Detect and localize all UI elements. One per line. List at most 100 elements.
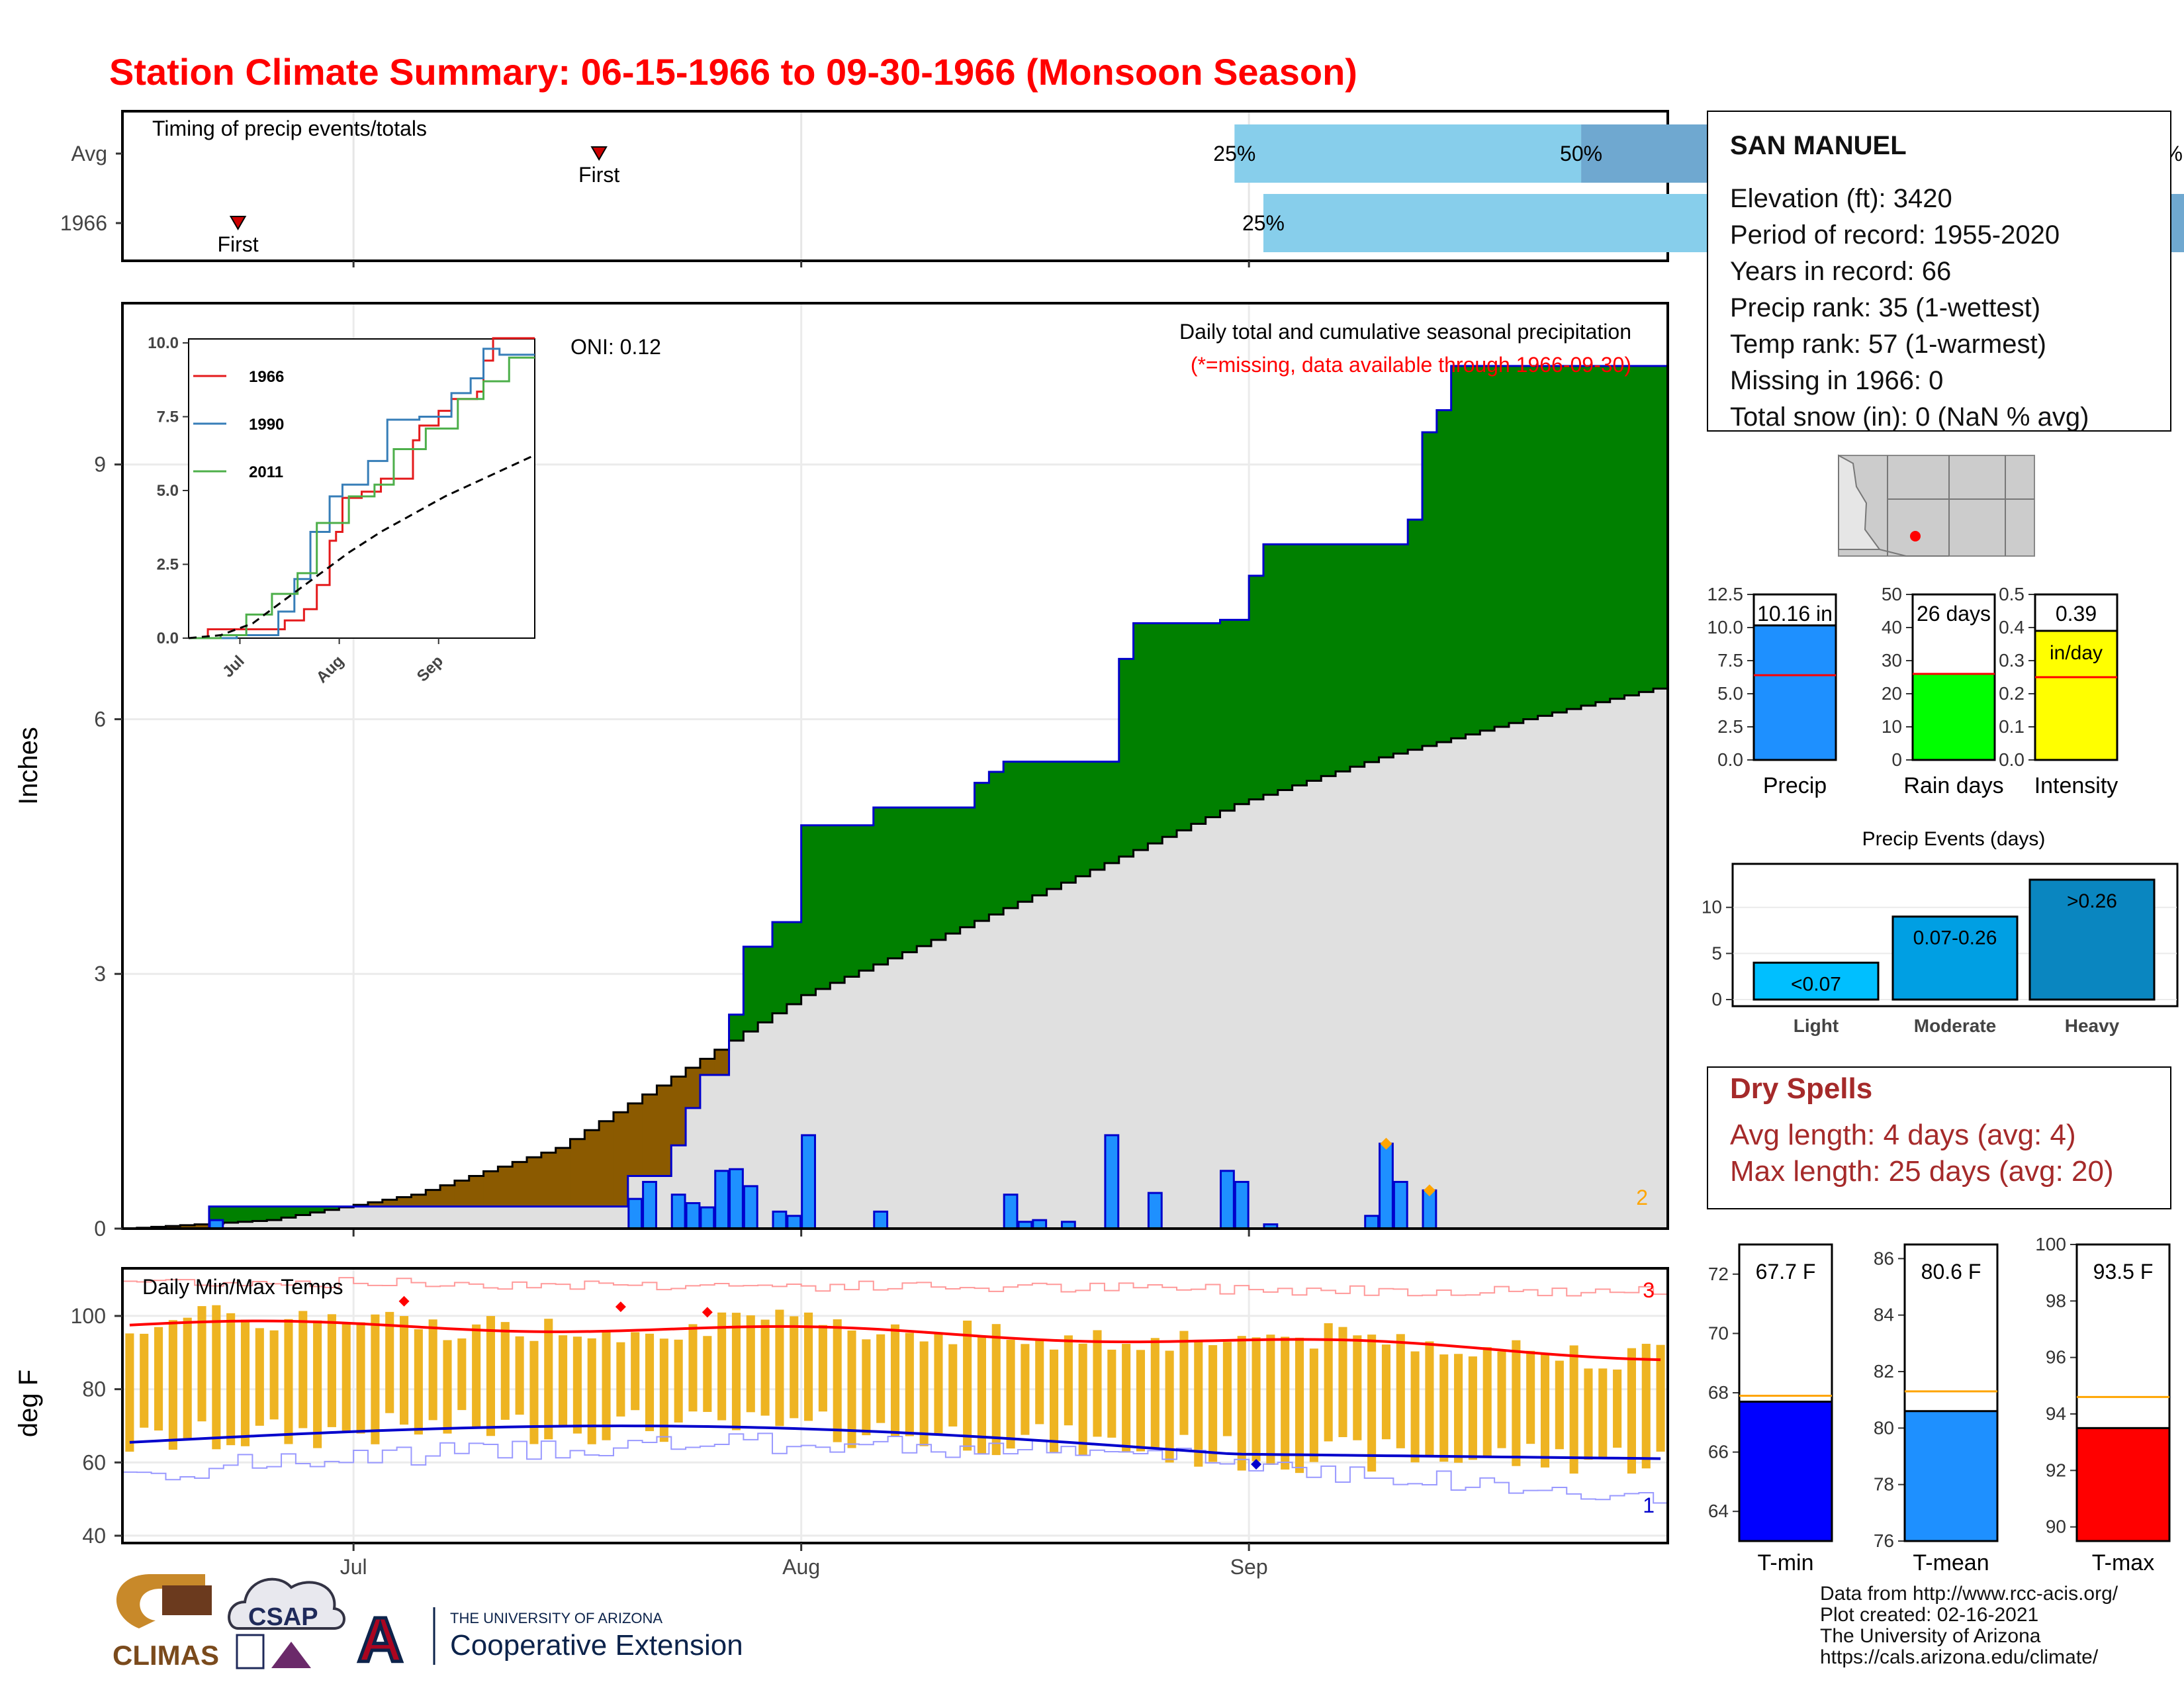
ua-block-a: A bbox=[357, 1605, 403, 1675]
temp-summary-value-label: 80.6 F bbox=[1921, 1260, 1981, 1284]
daily-precip-bar bbox=[1379, 1143, 1394, 1230]
credit-plot-date: Plot created: 02-16-2021 bbox=[1820, 1604, 2039, 1626]
temp-title: Daily Min/Max Temps bbox=[142, 1275, 343, 1299]
precip-diff-segment bbox=[1349, 544, 1365, 767]
summary-bar bbox=[1752, 624, 1837, 761]
precip-diff-segment bbox=[498, 1166, 513, 1207]
daily-temp-range-bar bbox=[1150, 1338, 1160, 1448]
daily-temp-range-bar bbox=[1165, 1350, 1174, 1463]
summary-ytick-label: 5.0 bbox=[1717, 683, 1743, 704]
precip-diff-segment bbox=[729, 1014, 744, 1041]
inset-legend-label-0: 1966 bbox=[249, 368, 284, 386]
precip-diff-segment bbox=[426, 1190, 441, 1207]
timing-q50-label-0: 50% bbox=[1560, 142, 1602, 165]
precip-diff-segment bbox=[743, 947, 758, 1032]
timing-first-label-1: First bbox=[217, 232, 258, 256]
precip-diff-segment bbox=[1653, 365, 1668, 689]
precip-diff-segment bbox=[1046, 761, 1062, 889]
precip-diff-segment bbox=[1306, 544, 1322, 781]
daily-temp-range-bar bbox=[631, 1332, 640, 1411]
daily-temp-range-bar bbox=[1021, 1344, 1030, 1435]
daily-temp-range-bar bbox=[385, 1311, 394, 1413]
precip-diff-segment bbox=[1639, 365, 1654, 692]
extreme-precip-marker bbox=[1423, 1184, 1435, 1197]
daily-temp-range-bar bbox=[1006, 1339, 1015, 1449]
daily-temp-range-bar bbox=[775, 1309, 784, 1427]
precip-diff-segment bbox=[1148, 623, 1163, 844]
avg-max-line bbox=[129, 1319, 1661, 1362]
cumulative-1966-line bbox=[122, 365, 1668, 1230]
daily-temp-range-bar bbox=[1497, 1351, 1506, 1448]
intensity-unit-label: in/day bbox=[2050, 642, 2103, 664]
daily-temp-range-bar bbox=[183, 1317, 192, 1440]
precip-diff-segment bbox=[714, 1049, 730, 1075]
station-period: Period of record: 1955-2020 bbox=[1730, 220, 2060, 250]
daily-temp-range-bar bbox=[717, 1312, 727, 1421]
precip-diff-segment bbox=[310, 1206, 326, 1213]
csap-logo: CSAP bbox=[228, 1577, 345, 1669]
daily-temp-range-bar bbox=[1381, 1344, 1391, 1440]
daily-temp-range-bar bbox=[1439, 1354, 1449, 1462]
daily-temp-range-bar bbox=[1136, 1350, 1146, 1452]
events-title: Precip Events (days) bbox=[1862, 828, 2046, 850]
map-california bbox=[1838, 454, 1881, 550]
daily-temp-range-bar bbox=[240, 1319, 250, 1446]
precip-diff-segment bbox=[1595, 365, 1611, 702]
precip-diff-segment bbox=[1220, 620, 1235, 811]
inset-ytick-label-0: 0.0 bbox=[157, 630, 179, 647]
precip-diff-segment bbox=[686, 1067, 701, 1108]
events-ytick-label: 0 bbox=[1711, 989, 1722, 1009]
daily-temp-range-bar bbox=[746, 1315, 755, 1413]
daily-temp-range-bar bbox=[1353, 1335, 1362, 1440]
precip-diff-segment bbox=[974, 782, 989, 921]
daily-temp-range-bar bbox=[212, 1305, 221, 1450]
daily-temp-range-bar bbox=[905, 1333, 914, 1436]
date-xtick-label-0: Jul bbox=[340, 1555, 367, 1579]
daily-precip-bar bbox=[1147, 1192, 1163, 1230]
precip-diff-segment bbox=[267, 1206, 282, 1221]
daily-temp-range-bar bbox=[515, 1336, 524, 1415]
temp-summary-ytick-label: 98 bbox=[2046, 1290, 2066, 1311]
daily-temp-range-bar bbox=[500, 1322, 510, 1420]
precip-diff-segment bbox=[180, 1225, 195, 1229]
daily-temp-range-bar bbox=[1093, 1330, 1102, 1437]
precip-diff-segment bbox=[613, 1112, 629, 1207]
precip-diff-segment bbox=[1451, 365, 1467, 739]
precip-diff-segment bbox=[1393, 544, 1408, 754]
summary-ytick-label: 30 bbox=[1882, 650, 1902, 671]
record-max-line bbox=[122, 1277, 1668, 1297]
daily-precip-bar bbox=[729, 1168, 744, 1230]
daily-precip-bar bbox=[700, 1206, 715, 1230]
temp-summary-ytick-label: 80 bbox=[1874, 1417, 1894, 1438]
daily-temp-range-bar bbox=[544, 1319, 553, 1440]
precip-diff-segment bbox=[786, 921, 802, 1005]
events-category-label: Heavy bbox=[2065, 1015, 2120, 1036]
daily-temp-range-bar bbox=[790, 1316, 799, 1419]
daily-temp-range-bar bbox=[1281, 1336, 1290, 1470]
record-high-marker bbox=[398, 1295, 410, 1307]
daily-temp-range-bar bbox=[399, 1316, 409, 1425]
oni-label: ONI: 0.12 bbox=[570, 335, 661, 359]
dry-spells-max: Max length: 25 days (avg: 20) bbox=[1730, 1155, 2114, 1188]
timing-row-label-0: Avg bbox=[71, 142, 107, 165]
temp-summary-bar bbox=[2075, 1427, 2171, 1542]
inset-series-line-0 bbox=[189, 337, 535, 639]
precip-diff-segment bbox=[931, 807, 946, 940]
daily-temp-range-bar bbox=[472, 1324, 481, 1429]
precip-diff-segment bbox=[252, 1206, 267, 1221]
inset-ytick-label-4: 10.0 bbox=[148, 334, 179, 352]
precip-ytick-label-1: 3 bbox=[94, 962, 106, 986]
precip-diff-segment bbox=[1133, 623, 1148, 851]
precip-diff-segment bbox=[815, 825, 831, 990]
daily-temp-range-bar bbox=[876, 1334, 886, 1423]
temp-max-count: 3 bbox=[1643, 1278, 1655, 1302]
temp-summary-ytick-label: 68 bbox=[1708, 1382, 1729, 1403]
daily-precip-bar bbox=[685, 1202, 701, 1230]
daily-temp-range-bar bbox=[457, 1338, 467, 1411]
daily-temp-range-bar bbox=[168, 1320, 177, 1450]
precip-diff-segment bbox=[1436, 410, 1452, 743]
daily-temp-range-bar bbox=[1078, 1343, 1087, 1456]
summary-ytick-label: 10.0 bbox=[1707, 617, 1744, 637]
